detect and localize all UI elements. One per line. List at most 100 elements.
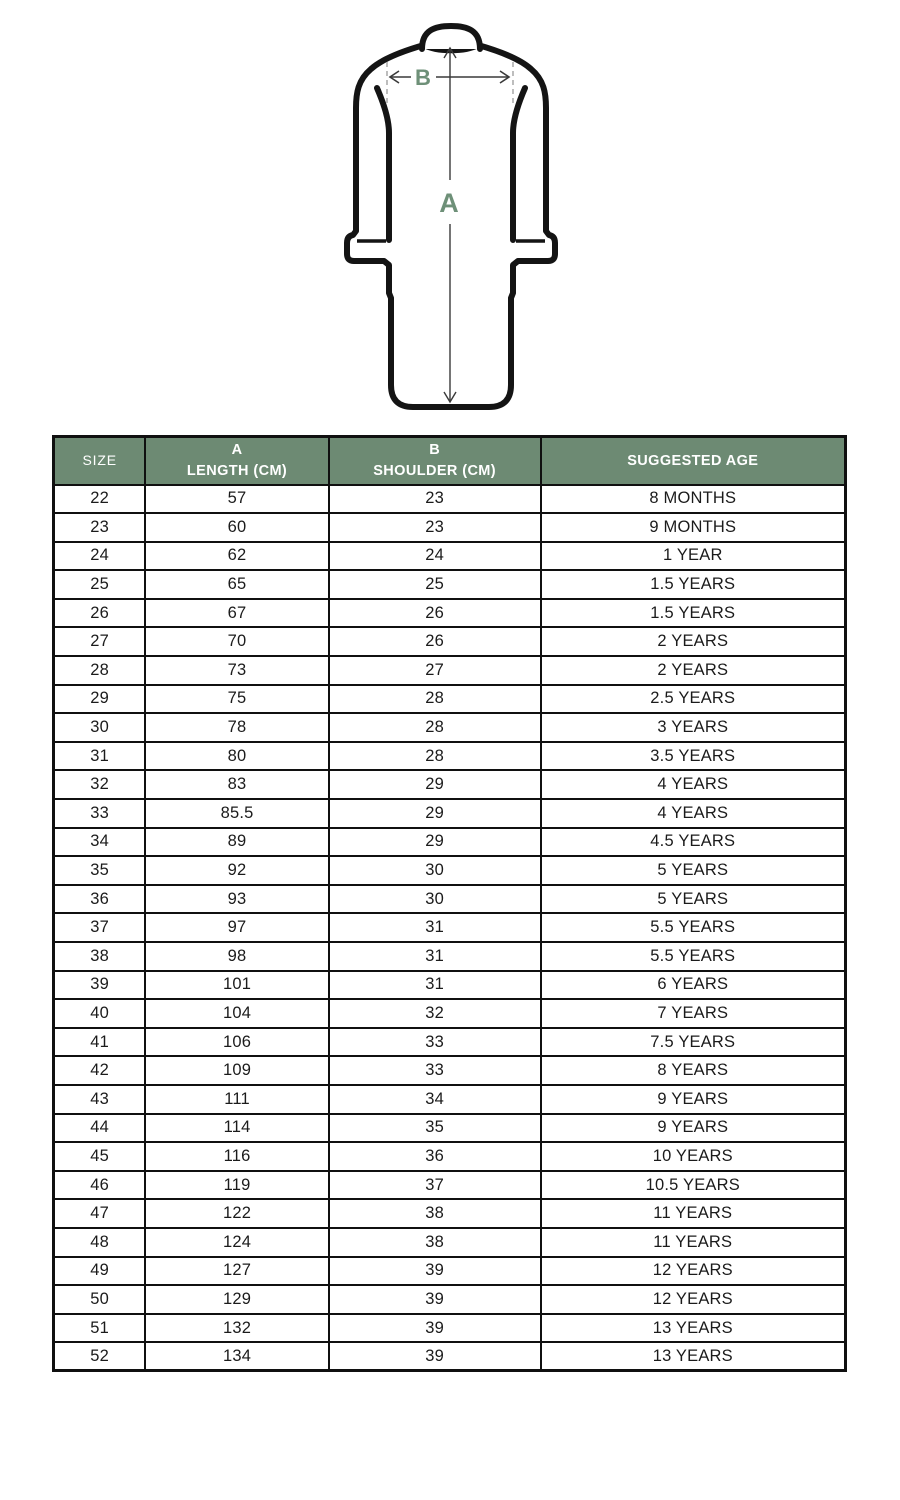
table-cell: 4 YEARS (539, 769, 847, 801)
column-header: SUGGESTED AGE (539, 435, 847, 486)
table-row: 28 73 27 2 YEARS (52, 655, 847, 686)
table-cell: 7.5 YEARS (539, 1026, 847, 1058)
table-cell: 73 (144, 655, 330, 686)
table-cell: 93 (144, 883, 330, 915)
table-cell: 50 (52, 1284, 147, 1315)
table-cell: 27 (327, 655, 542, 686)
table-cell: 9 YEARS (539, 1083, 847, 1115)
table-cell: 97 (144, 912, 330, 943)
size-table-head: SIZE A LENGTH (CM) B SHOULDER (CM) SUGGESTED … (52, 435, 847, 486)
table-cell: 43 (52, 1083, 147, 1115)
table-cell: 114 (144, 1112, 330, 1144)
table-cell: 9 YEARS (539, 1112, 847, 1144)
table-cell: 30 (327, 855, 542, 886)
table-cell: 60 (144, 512, 330, 543)
table-cell: 4 YEARS (539, 798, 847, 829)
table-cell: 5 YEARS (539, 855, 847, 886)
table-cell: 23 (327, 512, 542, 543)
table-row: 35 92 30 5 YEARS (52, 855, 847, 886)
table-cell: 38 (327, 1226, 542, 1258)
table-row: 30 78 28 3 YEARS (52, 712, 847, 743)
table-cell: 36 (327, 1141, 542, 1172)
table-cell: 39 (327, 1255, 542, 1287)
header-row: SIZE A LENGTH (CM) B SHOULDER (CM) SUGGESTED … (52, 435, 847, 486)
table-row: 39 101 31 6 YEARS (52, 969, 847, 1001)
table-cell: 38 (52, 941, 147, 972)
table-row: 24 62 24 1 YEAR (52, 540, 847, 572)
table-cell: 10 YEARS (539, 1141, 847, 1172)
table-row: 47 122 38 11 YEARS (52, 1198, 847, 1229)
table-row: 51 132 39 13 YEARS (52, 1312, 847, 1344)
table-row: 37 97 31 5.5 YEARS (52, 912, 847, 943)
table-cell: 31 (327, 941, 542, 972)
thobe-diagram-icon: B A (344, 22, 558, 410)
collar-outline (419, 22, 483, 52)
table-cell: 41 (52, 1026, 147, 1058)
table-cell: 116 (144, 1141, 330, 1172)
length-arrow-a (443, 46, 457, 404)
garment-measurement-diagram: B A (0, 0, 900, 432)
table-cell: 28 (52, 655, 147, 686)
table-cell: 33 (327, 1055, 542, 1086)
table-cell: 46 (52, 1169, 147, 1201)
table-cell: 35 (52, 855, 147, 886)
table-cell: 48 (52, 1226, 147, 1258)
table-cell: 13 YEARS (539, 1341, 847, 1372)
table-cell: 27 (52, 626, 147, 658)
table-row: 41 106 33 7.5 YEARS (52, 1026, 847, 1058)
table-cell: 33 (327, 1026, 542, 1058)
table-row: 42 109 33 8 YEARS (52, 1055, 847, 1086)
table-cell: 7 YEARS (539, 998, 847, 1029)
table-cell: 33 (52, 798, 147, 829)
table-cell: 98 (144, 941, 330, 972)
column-header-line: SHOULDER (CM) (373, 462, 497, 479)
table-cell: 26 (52, 597, 147, 629)
column-header: SIZE (52, 435, 147, 486)
table-cell: 10.5 YEARS (539, 1169, 847, 1201)
table-cell: 2 YEARS (539, 626, 847, 658)
table-row: 44 114 35 9 YEARS (52, 1112, 847, 1144)
table-cell: 32 (52, 769, 147, 801)
table-cell: 5.5 YEARS (539, 912, 847, 943)
table-row: 32 83 29 4 YEARS (52, 769, 847, 801)
shoulder-arrow-b (388, 70, 511, 84)
table-cell: 129 (144, 1284, 330, 1315)
table-cell: 5 YEARS (539, 883, 847, 915)
column-header-line: SUGGESTED AGE (627, 452, 759, 469)
table-cell: 3 YEARS (539, 712, 847, 743)
table-cell: 65 (144, 569, 330, 600)
table-cell: 124 (144, 1226, 330, 1258)
table-cell: 119 (144, 1169, 330, 1201)
table-cell: 37 (52, 912, 147, 943)
table-cell: 49 (52, 1255, 147, 1287)
table-cell: 83 (144, 769, 330, 801)
table-cell: 39 (52, 969, 147, 1001)
table-cell: 22 (52, 483, 147, 515)
table-cell: 39 (327, 1341, 542, 1372)
table-cell: 12 YEARS (539, 1255, 847, 1287)
table-cell: 29 (327, 826, 542, 858)
table-cell: 29 (52, 683, 147, 715)
table-cell: 40 (52, 998, 147, 1029)
table-cell: 111 (144, 1083, 330, 1115)
table-row: 48 124 38 11 YEARS (52, 1226, 847, 1258)
table-cell: 134 (144, 1341, 330, 1372)
table-cell: 122 (144, 1198, 330, 1229)
column-header-line: LENGTH (CM) (186, 462, 288, 479)
table-cell: 37 (327, 1169, 542, 1201)
left-sleeve-seam (374, 85, 392, 243)
table-cell: 25 (52, 569, 147, 600)
table-cell: 30 (52, 712, 147, 743)
table-cell: 23 (52, 512, 147, 543)
right-sleeve-seam (510, 85, 528, 243)
table-row: 34 89 29 4.5 YEARS (52, 826, 847, 858)
table-cell: 2 YEARS (539, 655, 847, 686)
table-cell: 26 (327, 597, 542, 629)
table-cell: 78 (144, 712, 330, 743)
table-cell: 4.5 YEARS (539, 826, 847, 858)
table-cell: 28 (327, 712, 542, 743)
table-cell: 32 (327, 998, 542, 1029)
table-cell: 28 (327, 740, 542, 772)
table-cell: 34 (327, 1083, 542, 1115)
